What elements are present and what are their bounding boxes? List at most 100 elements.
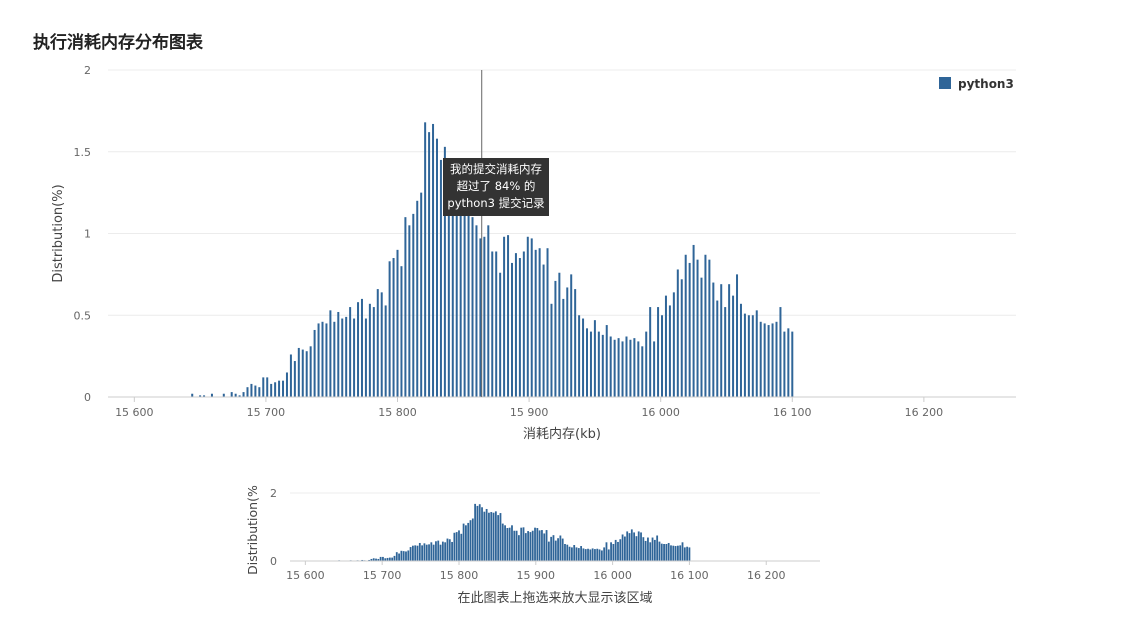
legend-swatch[interactable] [939, 77, 951, 89]
navigator-bar [665, 544, 668, 561]
bar [210, 393, 213, 397]
bar [491, 251, 494, 397]
main-bars [191, 122, 794, 398]
bar [720, 284, 723, 397]
bar [593, 320, 596, 397]
navigator-bar [421, 545, 424, 561]
bar [467, 166, 470, 397]
navigator-bar [577, 548, 580, 561]
navigator-bar [474, 503, 477, 561]
bar [775, 321, 778, 397]
navigator-bar [524, 533, 527, 561]
navigator-bar [448, 539, 451, 561]
bar [747, 315, 750, 397]
navigator-bar [386, 557, 389, 561]
bar [360, 298, 363, 397]
chart-title: 执行消耗内存分布图表 [33, 33, 203, 53]
bar [574, 289, 577, 397]
bar [325, 323, 328, 397]
navigator-bar [644, 540, 647, 561]
bar [368, 303, 371, 397]
navigator-bar [377, 558, 380, 561]
navigator-x-tick-label: 16 100 [670, 569, 709, 582]
navigator-hint[interactable]: 在此图表上拖选来放大显示该区域 [457, 591, 652, 606]
bar [692, 244, 695, 397]
bar [759, 321, 762, 397]
navigator-y-axis-title: Distribution(% [245, 485, 260, 575]
bar [621, 341, 624, 397]
bar [613, 339, 616, 397]
bar [297, 347, 300, 397]
navigator-bar [451, 541, 453, 561]
navigator-bar [683, 547, 686, 561]
navigator-bar [550, 536, 553, 561]
bar [558, 272, 561, 397]
bar [329, 310, 332, 397]
bar [364, 318, 367, 397]
navigator-bar [428, 544, 430, 561]
legend[interactable]: python3 [939, 77, 1014, 91]
bar [293, 361, 296, 397]
navigator-bar [469, 520, 472, 561]
x-axis-title: 消耗内存(kb) [523, 426, 601, 442]
bar [447, 164, 450, 397]
navigator-bar [633, 532, 636, 561]
navigator-bar [467, 522, 470, 561]
bar [582, 318, 585, 397]
navigator-bar [372, 558, 375, 561]
navigator-bar [400, 550, 403, 561]
navigator-bar [388, 557, 391, 561]
bar [396, 249, 399, 397]
navigator-bar [570, 547, 573, 561]
bar [451, 161, 454, 397]
bar [601, 334, 604, 397]
y-tick-label: 1.5 [74, 146, 92, 159]
bar [289, 354, 292, 397]
bar [526, 236, 529, 397]
navigator-bar [441, 541, 444, 561]
navigator-bars [338, 503, 691, 561]
bar [625, 336, 628, 397]
bar [305, 351, 308, 397]
bar [510, 262, 513, 397]
navigator-bar [582, 548, 585, 561]
navigator-bar [670, 545, 672, 561]
navigator-bar [395, 552, 398, 561]
bar [751, 315, 754, 397]
navigator-bar [497, 515, 500, 561]
legend-label[interactable]: python3 [958, 77, 1014, 91]
bar [313, 329, 316, 397]
bar [771, 323, 774, 397]
bar [487, 225, 490, 397]
bar [605, 325, 608, 397]
navigator-bar [594, 549, 596, 561]
navigator-bar [547, 541, 550, 561]
bar [566, 287, 569, 397]
navigator-bar [435, 541, 437, 561]
tooltip: 我的提交消耗内存 超过了 84% 的 python3 提交记录 [443, 158, 549, 216]
bar [779, 307, 782, 397]
navigator-bar [529, 532, 532, 561]
bar [562, 298, 565, 397]
x-tick-label: 16 000 [641, 406, 680, 419]
navigator-bar [522, 527, 525, 561]
bar [353, 318, 356, 397]
bar [455, 164, 458, 397]
bar [285, 372, 288, 397]
bar [191, 393, 194, 397]
bar [380, 292, 383, 397]
navigator-x-tick-label: 15 900 [517, 569, 556, 582]
bar [333, 321, 336, 397]
bar [432, 123, 435, 397]
bar [783, 331, 786, 397]
bar [282, 380, 285, 397]
navigator-bar [384, 558, 387, 561]
bar [349, 307, 352, 397]
navigator-bar [603, 547, 606, 561]
bar [546, 248, 549, 397]
bar [384, 305, 387, 397]
bar [230, 392, 233, 397]
tooltip-line-2: 超过了 84% 的 [456, 179, 536, 193]
navigator-bar [492, 512, 495, 561]
